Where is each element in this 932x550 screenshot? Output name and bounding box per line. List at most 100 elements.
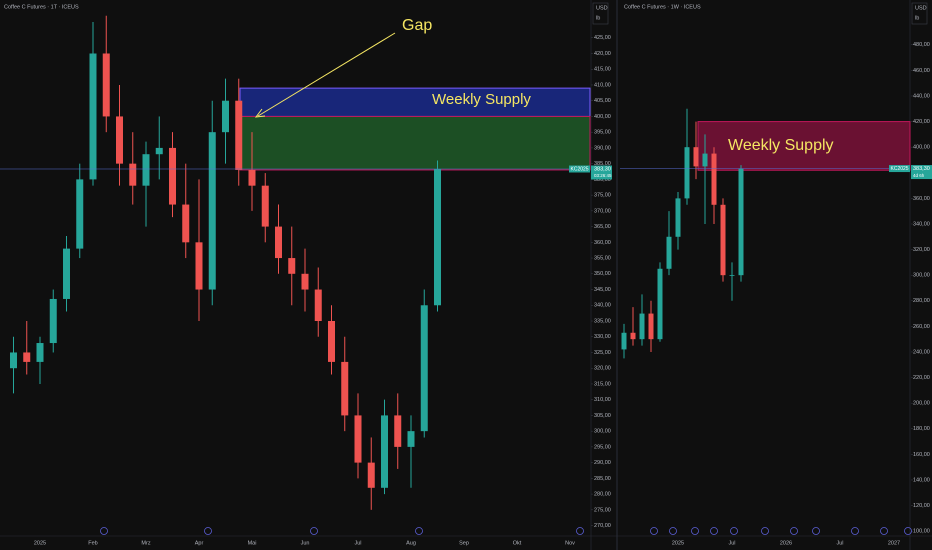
- candle-body: [702, 153, 708, 167]
- x-tick-label: Apr: [195, 540, 204, 546]
- y-tick-label: 400,00: [594, 114, 611, 120]
- candle-body: [89, 53, 97, 180]
- x-tick-label: Jul: [354, 540, 361, 546]
- unit: lb: [596, 15, 600, 21]
- y-tick-label: 395,00: [594, 130, 611, 136]
- y-tick-label: 345,00: [594, 287, 611, 293]
- candle-body: [711, 153, 717, 205]
- candle-body: [407, 431, 415, 447]
- y-tick-label: 300,00: [594, 429, 611, 435]
- candle-body: [328, 321, 335, 362]
- candle-body: [182, 204, 190, 243]
- candle-body: [314, 289, 322, 321]
- y-tick-label: 240,00: [913, 349, 930, 355]
- x-tick-label: 2027: [888, 540, 900, 546]
- y-tick-label: 375,00: [594, 193, 611, 199]
- y-tick-label: 480,00: [913, 42, 930, 48]
- x-tick-label: Jul: [728, 540, 735, 546]
- candle-body: [394, 415, 402, 447]
- y-tick-label: 360,00: [913, 196, 930, 202]
- candle-body: [76, 179, 84, 249]
- y-tick-label: 100,00: [913, 529, 930, 535]
- candle-body: [36, 343, 44, 362]
- supply-zone: [239, 87, 591, 117]
- chart-title: Coffee C Futures · 1W · ICEUS: [624, 4, 701, 10]
- y-tick-label: 140,00: [913, 477, 930, 483]
- y-tick-label: 280,00: [594, 492, 611, 498]
- candle-body: [639, 313, 645, 340]
- candle-body: [420, 305, 428, 432]
- currency: USD: [596, 5, 608, 11]
- y-tick-label: 290,00: [594, 460, 611, 466]
- x-tick-label: Mai: [248, 540, 257, 546]
- gap-arrow: [257, 32, 396, 117]
- countdown: 4d 6h: [913, 173, 925, 178]
- candle-body: [675, 198, 681, 237]
- x-tick-label: 2026: [780, 540, 792, 546]
- x-tick-label: Mrz: [141, 540, 150, 546]
- x-tick-label: 2025: [672, 540, 684, 546]
- y-tick-label: 460,00: [913, 68, 930, 74]
- y-tick-label: 180,00: [913, 426, 930, 432]
- y-tick-label: 285,00: [594, 476, 611, 482]
- y-tick-label: 270,00: [594, 523, 611, 529]
- x-tick-label: Jun: [301, 540, 310, 546]
- candle-body: [621, 332, 627, 350]
- candle-body: [142, 154, 150, 186]
- y-tick-label: 330,00: [594, 334, 611, 340]
- candle-body: [738, 168, 744, 276]
- y-tick-label: 360,00: [594, 240, 611, 246]
- x-tick-label: Feb: [88, 540, 97, 546]
- y-tick-label: 325,00: [594, 350, 611, 356]
- candle-body: [729, 275, 735, 276]
- zone-label: Weekly Supply: [432, 91, 531, 108]
- candle-body: [275, 226, 282, 259]
- y-tick-label: 355,00: [594, 256, 611, 262]
- x-tick-label: Nov: [565, 540, 575, 546]
- x-tick-label: Aug: [406, 540, 416, 546]
- countdown: 03:26:45: [594, 173, 612, 178]
- candle-body: [354, 415, 362, 463]
- y-tick-label: 300,00: [913, 273, 930, 279]
- y-tick-label: 275,00: [594, 507, 611, 513]
- candle-body: [381, 415, 388, 488]
- y-tick-label: 320,00: [913, 247, 930, 253]
- y-tick-label: 415,00: [594, 67, 611, 73]
- zone-label: Weekly Supply: [728, 137, 834, 154]
- candle-body: [657, 268, 663, 340]
- candle-body: [666, 236, 672, 269]
- last-price-box: [591, 165, 612, 180]
- y-tick-label: 400,00: [913, 145, 930, 151]
- candle-body: [116, 116, 123, 164]
- candle-body: [23, 352, 31, 362]
- currency-box: [911, 2, 928, 25]
- event-icons: [100, 527, 912, 535]
- y-tick-label: 120,00: [913, 503, 930, 509]
- y-tick-label: 305,00: [594, 413, 611, 419]
- y-tick-label: 390,00: [594, 145, 611, 151]
- gap-label: Gap: [402, 17, 432, 34]
- y-tick-label: 200,00: [913, 401, 930, 407]
- candle-body: [195, 242, 203, 290]
- symbol-tag-box: [569, 165, 590, 173]
- candle-body: [63, 248, 70, 299]
- x-tick-label: Okt: [513, 540, 522, 546]
- candle-body: [169, 147, 176, 205]
- y-tick-label: 340,00: [913, 221, 930, 227]
- currency-box: [592, 2, 609, 25]
- candle-body: [301, 273, 309, 290]
- candle-body: [129, 163, 137, 186]
- candle-body: [222, 100, 229, 133]
- y-tick-label: 420,00: [913, 119, 930, 125]
- candle-body: [248, 169, 256, 186]
- y-tick-label: 420,00: [594, 51, 611, 57]
- candle-body: [261, 185, 269, 227]
- unit: lb: [915, 15, 919, 21]
- y-tick-label: 335,00: [594, 318, 611, 324]
- y-tick-label: 385,00: [594, 161, 611, 167]
- symbol-tag: KC2025: [571, 166, 589, 172]
- y-tick-label: 425,00: [594, 35, 611, 41]
- candle-body: [648, 313, 654, 340]
